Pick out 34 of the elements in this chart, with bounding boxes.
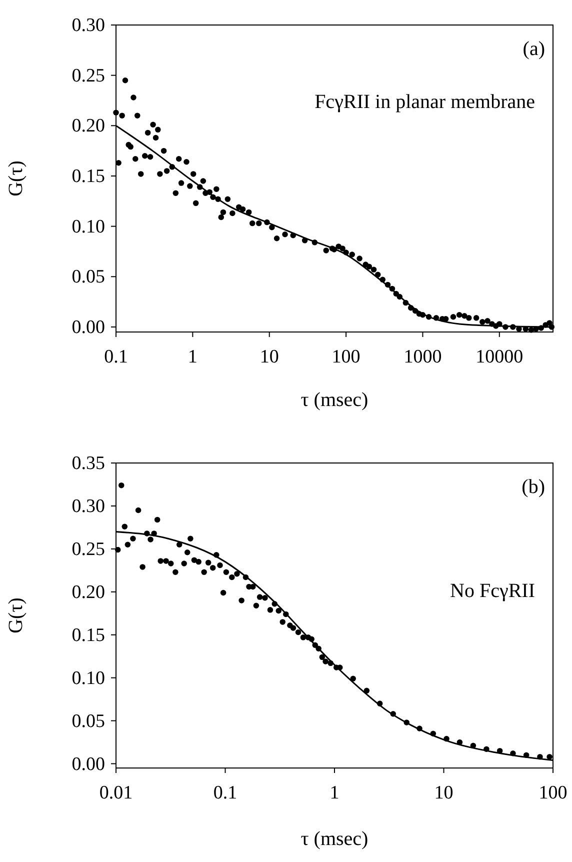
y-tick-label: 0.20 [72,116,105,137]
y-tick-label: 0.05 [72,710,105,732]
annotation: (b) [522,476,545,498]
y-tick-label: 0.25 [72,538,105,560]
x-tick-label: 10 [260,346,279,368]
y-tick-label: 0.00 [72,754,105,775]
annotation: FcγRII in planar membrane [314,90,536,113]
y-tick-label: 0.00 [72,317,105,338]
y-tick-label: 0.10 [72,216,105,238]
x-tick-label: 0.01 [99,782,133,804]
x-axis-title: τ (msec) [300,828,368,850]
y-tick-label: 0.20 [72,582,105,603]
x-axis-title: τ (msec) [300,389,368,411]
x-tick-label: 1 [330,782,340,804]
y-tick-label: 0.05 [72,266,105,288]
annotation: (a) [522,38,545,60]
x-tick-label: 0.1 [213,782,238,804]
x-tick-label: 1 [188,346,198,368]
x-tick-label: 10 [434,782,454,804]
y-tick-label: 0.15 [72,624,105,646]
x-tick-label: 100 [332,346,360,368]
x-tick-label: 100 [538,782,568,804]
y-axis-title: G(τ) [5,598,27,634]
y-axis-title: G(τ) [5,160,27,196]
y-tick-label: 0.10 [72,668,105,689]
y-tick-label: 0.25 [72,65,105,86]
y-tick-label: 0.30 [72,15,105,36]
x-tick-label: 1000 [404,346,442,368]
x-tick-label: 0.1 [104,346,128,368]
annotation: No FcγRII [450,580,535,602]
x-tick-label: 10000 [476,346,524,368]
y-tick-label: 0.15 [72,166,105,188]
y-tick-label: 0.35 [72,453,105,474]
y-tick-label: 0.30 [72,496,105,518]
